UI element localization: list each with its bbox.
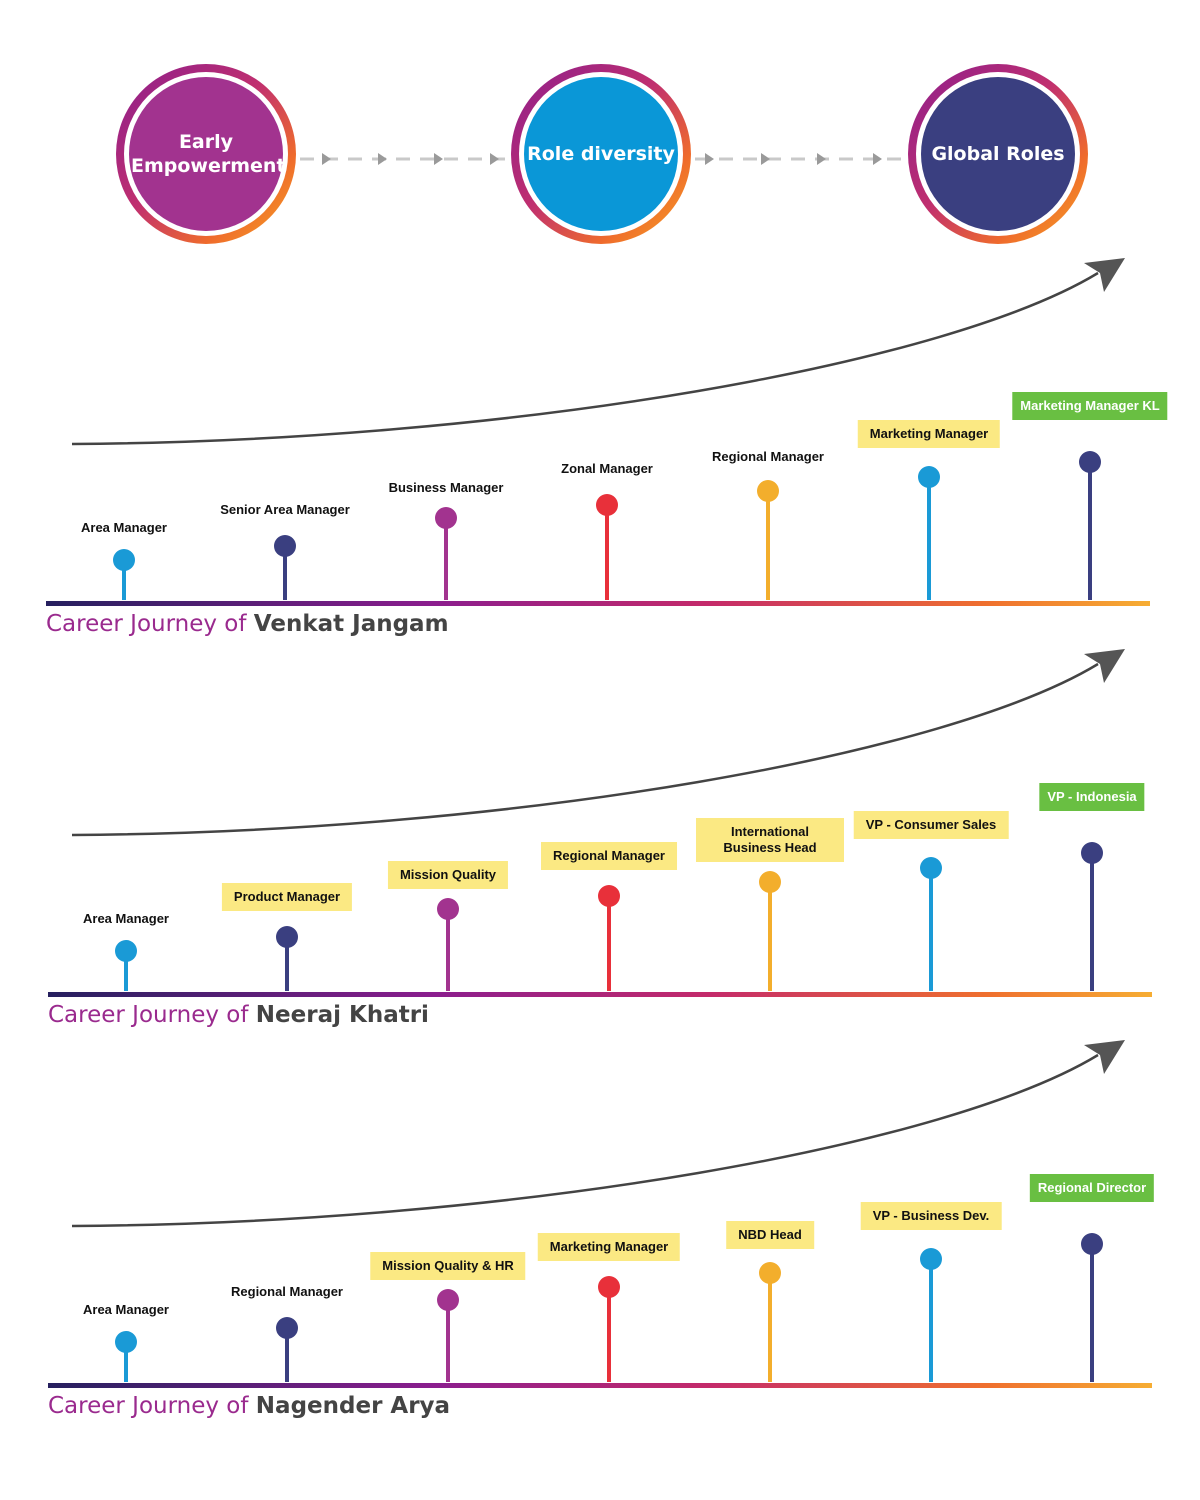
journey-title-prefix: Career Journey of xyxy=(48,1002,256,1028)
stage-marker xyxy=(759,871,781,893)
stage-label: Mission Quality xyxy=(387,861,509,889)
journey-title: Career Journey of Venkat Jangam xyxy=(46,611,449,637)
circle-label: Global Roles xyxy=(931,143,1065,165)
stage-label: Regional Manager xyxy=(231,1284,343,1299)
stage-label: Product Manager xyxy=(221,883,353,911)
stage-marker xyxy=(437,898,459,920)
arrow-icon xyxy=(817,153,826,165)
stage-label: NBD Head xyxy=(726,1221,814,1249)
arrowhead-icon xyxy=(1084,258,1125,292)
journey-title-prefix: Career Journey of xyxy=(46,611,254,637)
timeline-baseline xyxy=(48,992,1152,997)
connector-1 xyxy=(300,153,505,165)
stage-marker xyxy=(1081,842,1103,864)
stage-marker xyxy=(757,480,779,502)
circle-label: Early Empowerment xyxy=(131,131,286,177)
arrow-icon xyxy=(434,153,443,165)
stage-label: VP - Consumer Sales xyxy=(853,811,1009,839)
stage-marker xyxy=(598,1276,620,1298)
arrowhead-icon xyxy=(1084,1040,1125,1074)
trajectory-curve xyxy=(71,662,1099,837)
stage-marker xyxy=(759,1262,781,1284)
timeline-baseline xyxy=(48,1383,1152,1388)
timeline-baseline xyxy=(46,601,1150,606)
stage-marker xyxy=(437,1289,459,1311)
stage-label: Area Manager xyxy=(83,911,169,926)
connector-2 xyxy=(695,153,902,165)
stage-marker xyxy=(435,507,457,529)
journey-person-name: Nagender Arya xyxy=(255,1393,451,1419)
stage-label: VP - Indonesia xyxy=(1039,783,1145,811)
stage-label: VP - Business Dev. xyxy=(860,1202,1002,1230)
arrow-icon xyxy=(322,153,331,165)
trajectory-curve xyxy=(71,271,1099,446)
stage-marker xyxy=(1079,451,1101,473)
circle-label: Role diversity xyxy=(527,143,675,165)
stage-label: Marketing Manager xyxy=(537,1233,681,1261)
trajectory-curve xyxy=(71,1053,1099,1228)
arrowhead-icon xyxy=(1084,649,1125,683)
journey-title-prefix: Career Journey of xyxy=(48,1393,256,1419)
stage-marker xyxy=(1081,1233,1103,1255)
stage-label: Senior Area Manager xyxy=(220,502,350,517)
stage-marker xyxy=(918,466,940,488)
journey-title: Career Journey of Neeraj Khatri xyxy=(48,1002,429,1028)
stage-marker xyxy=(276,926,298,948)
arrow-icon xyxy=(490,153,499,165)
journey-title: Career Journey of Nagender Arya xyxy=(48,1393,450,1419)
stage-label: Marketing Manager KL xyxy=(1012,392,1168,420)
stage-marker xyxy=(596,494,618,516)
arrow-icon xyxy=(761,153,770,165)
arrow-icon xyxy=(705,153,714,165)
arrow-icon xyxy=(378,153,387,165)
stage-label: International Business Head xyxy=(696,818,844,862)
arrow-icon xyxy=(873,153,882,165)
stage-marker xyxy=(115,1331,137,1353)
journey-person-name: Neeraj Khatri xyxy=(255,1002,429,1028)
journey-person-name: Venkat Jangam xyxy=(253,611,449,637)
stage-label: Regional Manager xyxy=(712,449,824,464)
stage-label: Area Manager xyxy=(83,1302,169,1317)
stage-marker xyxy=(598,885,620,907)
stage-marker xyxy=(274,535,296,557)
stage-label: Marketing Manager xyxy=(857,420,1001,448)
stage-label: Business Manager xyxy=(388,480,504,495)
stage-label: Regional Director xyxy=(1029,1174,1155,1202)
circle-early-empowerment: Early Empowerment xyxy=(116,64,296,244)
stage-marker xyxy=(113,549,135,571)
stage-marker xyxy=(920,857,942,879)
stage-marker xyxy=(115,940,137,962)
circle-role-diversity: Role diversity xyxy=(511,64,691,244)
stage-label: Area Manager xyxy=(81,520,167,535)
stage-label: Mission Quality & HR xyxy=(370,1252,526,1280)
stage-marker xyxy=(920,1248,942,1270)
stage-label: Zonal Manager xyxy=(561,461,653,476)
stage-marker xyxy=(276,1317,298,1339)
stage-label: Regional Manager xyxy=(541,842,677,870)
circle-global-roles: Global Roles xyxy=(908,64,1088,244)
